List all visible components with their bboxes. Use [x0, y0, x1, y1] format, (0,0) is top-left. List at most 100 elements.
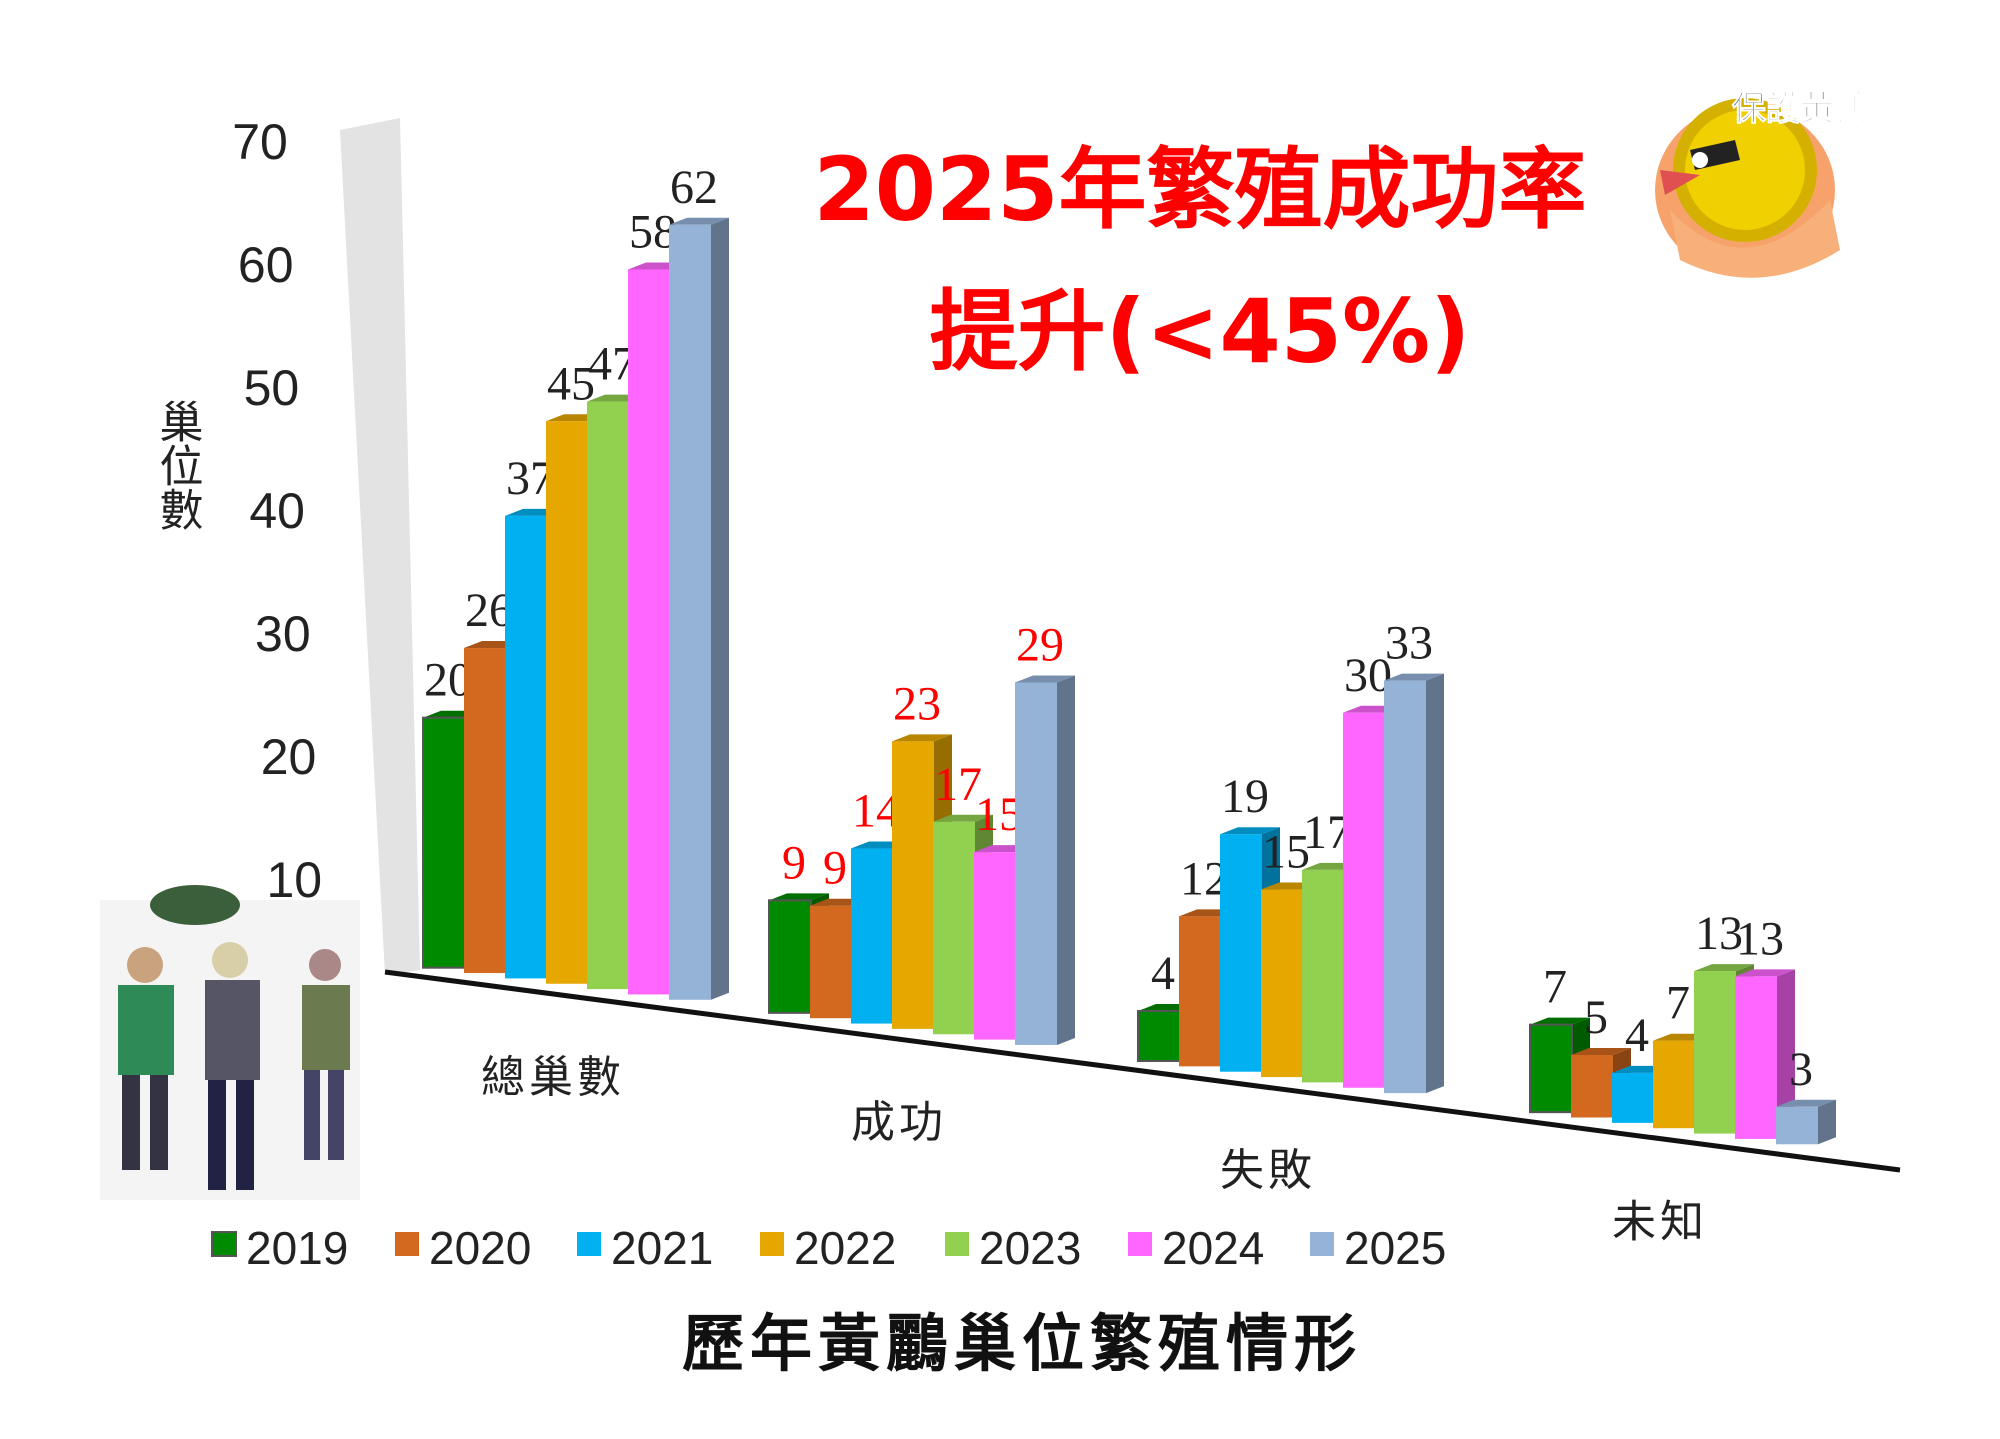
y-tick-label: 40 [249, 483, 305, 539]
bar-side [1426, 673, 1444, 1094]
bar [933, 821, 975, 1035]
data-label: 4 [1625, 1009, 1649, 1062]
bar [1571, 1055, 1613, 1118]
bar-top [1776, 1099, 1836, 1107]
bar [587, 401, 629, 990]
y-tick-label: 20 [261, 729, 317, 785]
bar [1735, 976, 1777, 1139]
category-label: 未知 [1612, 1196, 1708, 1247]
data-label: 23 [893, 677, 941, 730]
bar-2025-2 [1384, 673, 1444, 1094]
bar-top [1220, 827, 1280, 835]
legend-label: 2021 [611, 1222, 713, 1274]
bar [851, 848, 893, 1024]
data-label: 19 [1221, 770, 1269, 823]
bar-top [1735, 969, 1795, 977]
bar-top [1571, 1048, 1631, 1056]
bar [892, 741, 934, 1029]
data-label: 13 [1695, 907, 1743, 960]
bar [1261, 889, 1303, 1078]
data-label: 5 [1584, 991, 1608, 1044]
legend-label: 2020 [429, 1222, 531, 1274]
data-label: 7 [1666, 977, 1690, 1030]
data-label: 33 [1385, 617, 1433, 670]
bar [422, 716, 466, 969]
legend-label: 2025 [1344, 1222, 1446, 1274]
logo-text: 保護黃鸝 [1732, 89, 1868, 129]
legend-label: 2023 [979, 1222, 1081, 1274]
legend-swatch [211, 1231, 237, 1257]
data-label: 17 [934, 758, 982, 811]
bar-top [1530, 1017, 1590, 1025]
bar [974, 852, 1016, 1040]
y-tick-label: 60 [238, 237, 294, 293]
bar-top [669, 217, 729, 225]
bar-top [769, 893, 829, 901]
bar [1384, 680, 1426, 1094]
bar [810, 905, 852, 1019]
bar [464, 648, 506, 974]
floor-line [384, 969, 1901, 1173]
bar [1220, 834, 1262, 1072]
bar-top [1015, 675, 1075, 683]
legend-label: 2024 [1162, 1222, 1264, 1274]
y-tick-label: 10 [266, 852, 322, 908]
bar [1137, 1010, 1181, 1063]
legend-label: 2022 [794, 1222, 896, 1274]
bar [1653, 1040, 1695, 1129]
bar-2025-0 [669, 217, 729, 1000]
bar [768, 899, 812, 1014]
bar [669, 224, 711, 1000]
category-label: 失敗 [1220, 1145, 1316, 1196]
bar-side [1777, 969, 1795, 1139]
annotation-line-1: 2025年繁殖成功率 [814, 138, 1587, 241]
bar [505, 515, 547, 979]
annotation-line-2: 提升(<45%) [930, 280, 1471, 383]
legend-label: 2019 [246, 1222, 348, 1274]
legend-swatch [1310, 1232, 1334, 1256]
data-label: 45 [547, 357, 595, 410]
legend-swatch [395, 1232, 419, 1256]
data-label: 29 [1016, 618, 1064, 671]
bar-top [1384, 673, 1444, 681]
back-wall [340, 118, 420, 975]
legend-swatch [1128, 1232, 1152, 1256]
photo-birdwatchers [100, 885, 360, 1200]
bar-side [711, 217, 729, 1000]
y-tick-label: 70 [232, 114, 288, 170]
category-label: 總巢數 [481, 1052, 625, 1103]
bar-side [1818, 1099, 1836, 1145]
legend-swatch [577, 1232, 601, 1256]
bar-2025-3 [1776, 1099, 1836, 1145]
y-axis-label: 巢位數 [152, 399, 203, 531]
bar-top [933, 814, 993, 822]
bar [1694, 971, 1736, 1134]
data-label: 9 [782, 836, 806, 889]
bar-2024-3 [1735, 969, 1795, 1139]
bar-top [892, 734, 952, 742]
bar-side [1057, 675, 1075, 1045]
data-label: 13 [1736, 912, 1784, 965]
category-label: 成功 [851, 1097, 947, 1148]
data-label: 4 [1151, 947, 1175, 1000]
data-label: 3 [1789, 1043, 1813, 1096]
data-label: 15 [1262, 826, 1310, 879]
data-label: 7 [1543, 961, 1567, 1014]
bar [546, 421, 588, 984]
legend-swatch [945, 1232, 969, 1256]
bar-2025-1 [1015, 675, 1075, 1045]
logo: 保護黃鸝 [1655, 89, 1869, 278]
legend-swatch [760, 1232, 784, 1256]
bar-top [1694, 964, 1754, 972]
bar [1179, 916, 1221, 1067]
chart-title: 歷年黃鸝巢位繁殖情形 [682, 1307, 1362, 1380]
bar [628, 269, 670, 995]
bar [1776, 1106, 1818, 1145]
bar [1015, 682, 1057, 1045]
y-tick-label: 50 [244, 360, 300, 416]
data-label: 9 [823, 842, 847, 895]
bar [1343, 712, 1385, 1088]
bar [1529, 1023, 1573, 1114]
data-label: 62 [670, 161, 718, 214]
bar [1302, 869, 1344, 1083]
